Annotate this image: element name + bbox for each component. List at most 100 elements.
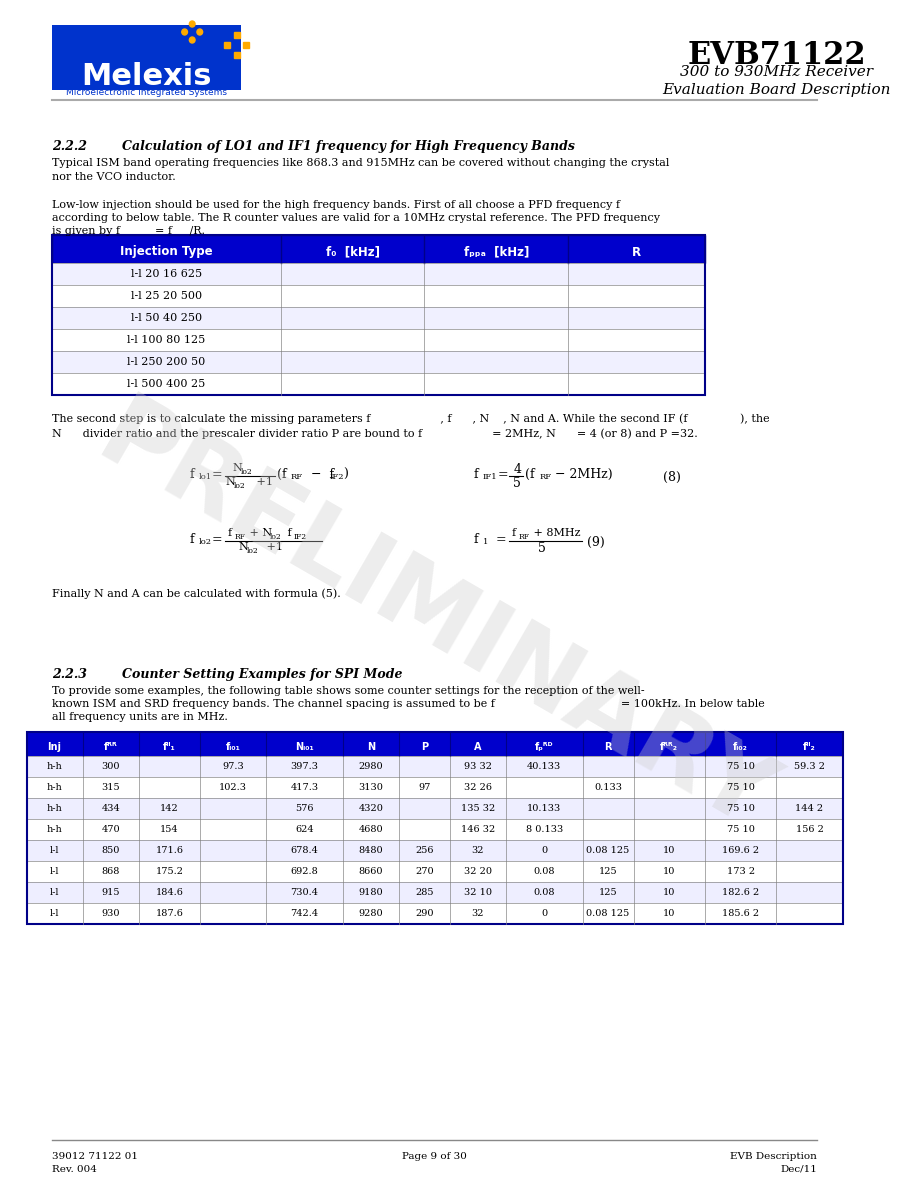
Bar bbox=[52, 329, 705, 350]
FancyBboxPatch shape bbox=[52, 25, 241, 90]
Text: N: N bbox=[367, 742, 375, 752]
Text: fᴵᴵ₂: fᴵᴵ₂ bbox=[803, 742, 816, 752]
Text: is given by f          = f     /R.: is given by f = f /R. bbox=[52, 226, 205, 236]
Text: fₗ₀₂: fₗ₀₂ bbox=[733, 742, 748, 752]
Text: 742.4: 742.4 bbox=[290, 909, 319, 918]
Bar bbox=[52, 373, 705, 394]
Circle shape bbox=[197, 29, 203, 34]
Text: l-l: l-l bbox=[50, 887, 60, 897]
Bar bbox=[52, 235, 705, 263]
Text: 8660: 8660 bbox=[359, 867, 383, 876]
Text: IF2: IF2 bbox=[330, 473, 344, 481]
Text: l-l: l-l bbox=[50, 867, 60, 876]
Text: 156 2: 156 2 bbox=[796, 824, 823, 834]
Text: lo2: lo2 bbox=[241, 468, 252, 476]
Text: according to below table. The R counter values are valid for a 10MHz crystal ref: according to below table. The R counter … bbox=[52, 213, 660, 223]
Text: 135 32: 135 32 bbox=[461, 804, 495, 813]
Text: 868: 868 bbox=[102, 867, 120, 876]
Text: −  f: − f bbox=[303, 468, 334, 481]
Bar bbox=[52, 350, 705, 373]
Text: 2.2.3        Counter Setting Examples for SPI Mode: 2.2.3 Counter Setting Examples for SPI M… bbox=[52, 668, 403, 681]
Text: 32 10: 32 10 bbox=[464, 887, 492, 897]
Text: PRELIMINARY: PRELIMINARY bbox=[82, 388, 789, 852]
Bar bbox=[52, 329, 705, 350]
Text: 692.8: 692.8 bbox=[291, 867, 319, 876]
Bar bbox=[27, 903, 843, 924]
Text: 1: 1 bbox=[483, 538, 488, 546]
Text: 187.6: 187.6 bbox=[155, 909, 184, 918]
Text: 75 10: 75 10 bbox=[727, 783, 755, 792]
Bar bbox=[52, 235, 705, 394]
Text: 93 32: 93 32 bbox=[464, 762, 492, 771]
Text: h-h: h-h bbox=[47, 783, 62, 792]
Text: f: f bbox=[189, 468, 194, 481]
Text: 290: 290 bbox=[415, 909, 433, 918]
Text: f: f bbox=[474, 533, 478, 546]
Text: 125: 125 bbox=[599, 887, 617, 897]
Text: Low-low injection should be used for the high frequency bands. First of all choo: Low-low injection should be used for the… bbox=[52, 200, 620, 210]
Text: 75 10: 75 10 bbox=[727, 762, 755, 771]
Text: 144 2: 144 2 bbox=[796, 804, 823, 813]
Text: l-l: l-l bbox=[50, 846, 60, 855]
Text: (9): (9) bbox=[587, 536, 605, 549]
Text: f: f bbox=[284, 527, 292, 538]
Text: 576: 576 bbox=[296, 804, 314, 813]
Text: N: N bbox=[225, 478, 235, 487]
Text: 75 10: 75 10 bbox=[727, 824, 755, 834]
Bar bbox=[52, 285, 705, 307]
Text: 32: 32 bbox=[472, 909, 484, 918]
Text: 417.3: 417.3 bbox=[290, 783, 319, 792]
Text: RF: RF bbox=[519, 533, 530, 541]
Text: 3130: 3130 bbox=[358, 783, 384, 792]
Text: 97.3: 97.3 bbox=[222, 762, 244, 771]
Text: 40.133: 40.133 bbox=[527, 762, 562, 771]
Text: 169.6 2: 169.6 2 bbox=[722, 846, 759, 855]
Bar bbox=[27, 881, 843, 903]
Text: ): ) bbox=[342, 468, 348, 481]
Text: IF1: IF1 bbox=[483, 473, 498, 481]
Text: =: = bbox=[492, 533, 511, 546]
Text: R: R bbox=[604, 742, 611, 752]
Text: =: = bbox=[208, 533, 227, 546]
Text: lo2: lo2 bbox=[199, 538, 212, 546]
Text: fₚᴿᴰ: fₚᴿᴰ bbox=[535, 742, 554, 752]
Text: 0.08 125: 0.08 125 bbox=[587, 909, 630, 918]
Text: 10: 10 bbox=[663, 846, 676, 855]
Text: Typical ISM band operating frequencies like 868.3 and 915MHz can be covered with: Typical ISM band operating frequencies l… bbox=[52, 158, 669, 182]
Text: 4: 4 bbox=[513, 463, 521, 476]
Text: l-l 250 200 50: l-l 250 200 50 bbox=[128, 358, 206, 367]
Text: 0.08 125: 0.08 125 bbox=[587, 846, 630, 855]
Text: 182.6 2: 182.6 2 bbox=[722, 887, 759, 897]
Text: 32: 32 bbox=[472, 846, 484, 855]
Text: Microelectronic Integrated Systems: Microelectronic Integrated Systems bbox=[66, 88, 228, 97]
Text: Nₗ₀₁: Nₗ₀₁ bbox=[296, 742, 314, 752]
Text: 256: 256 bbox=[415, 846, 433, 855]
Text: =: = bbox=[494, 468, 513, 481]
Text: 2980: 2980 bbox=[359, 762, 383, 771]
Text: lo1: lo1 bbox=[199, 473, 212, 481]
Text: lo2: lo2 bbox=[270, 533, 282, 541]
Bar bbox=[52, 350, 705, 373]
Text: 175.2: 175.2 bbox=[155, 867, 184, 876]
Text: 315: 315 bbox=[101, 783, 120, 792]
Text: Page 9 of 30: Page 9 of 30 bbox=[402, 1152, 467, 1161]
Text: 624: 624 bbox=[296, 824, 314, 834]
Text: 397.3: 397.3 bbox=[290, 762, 319, 771]
Bar bbox=[27, 756, 843, 777]
Text: 8 0.133: 8 0.133 bbox=[526, 824, 563, 834]
Text: (f: (f bbox=[277, 468, 287, 481]
Text: 2.2.2        Calculation of LO1 and IF1 frequency for High Frequency Bands: 2.2.2 Calculation of LO1 and IF1 frequen… bbox=[52, 140, 575, 153]
Text: 9180: 9180 bbox=[359, 887, 383, 897]
Text: 146 32: 146 32 bbox=[461, 824, 495, 834]
Text: 5: 5 bbox=[513, 478, 521, 489]
Text: RF: RF bbox=[291, 473, 303, 481]
Text: lo2: lo2 bbox=[234, 482, 246, 489]
Text: 9280: 9280 bbox=[359, 909, 383, 918]
Text: 4680: 4680 bbox=[359, 824, 383, 834]
Text: 142: 142 bbox=[160, 804, 179, 813]
Text: fₚₚₐ  [kHz]: fₚₚₐ [kHz] bbox=[464, 246, 529, 259]
Text: 75 10: 75 10 bbox=[727, 804, 755, 813]
Text: R: R bbox=[633, 246, 642, 259]
Text: h-h: h-h bbox=[47, 804, 62, 813]
Bar bbox=[27, 861, 843, 881]
